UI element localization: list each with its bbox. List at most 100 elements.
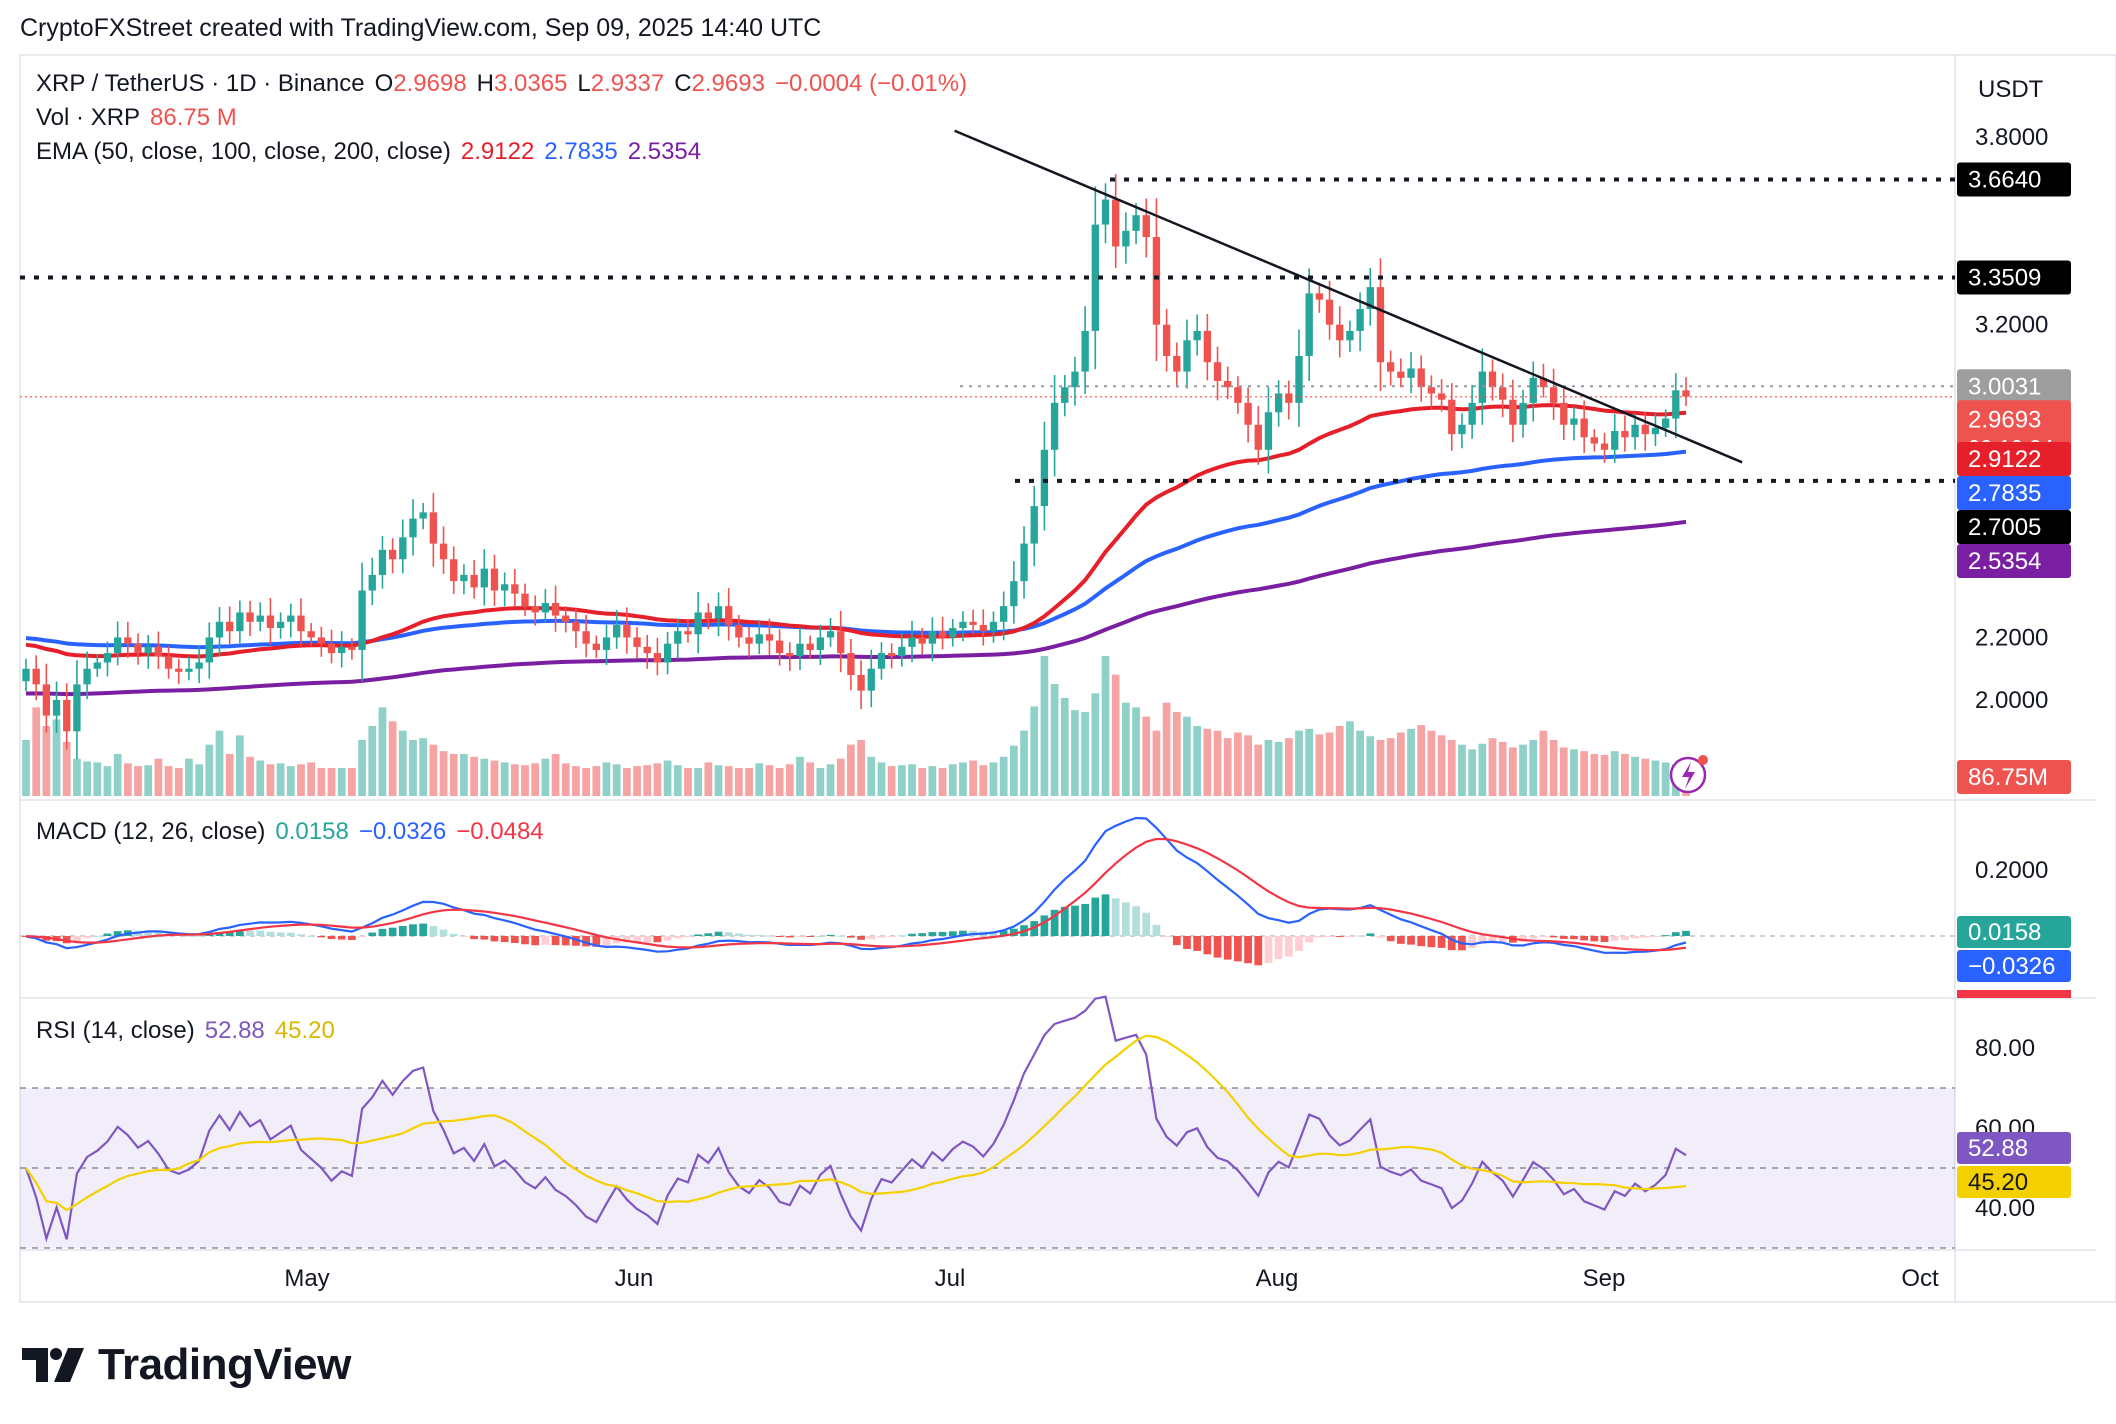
macd-histogram-bar xyxy=(83,936,91,939)
legend-macd-row: MACD (12, 26, close) 0.0158 −0.0326 −0.0484 xyxy=(36,818,554,846)
candle-body xyxy=(755,634,763,644)
candle-body xyxy=(205,637,213,663)
macd-histogram-bar xyxy=(1325,936,1334,937)
macd-histogram-bar xyxy=(948,931,957,936)
macd-histogram-bar xyxy=(908,933,916,936)
ema50-line xyxy=(25,403,1687,659)
candle-body xyxy=(551,603,560,616)
volume-bar xyxy=(470,756,478,796)
candle-body xyxy=(918,637,926,644)
candle-body xyxy=(500,584,509,591)
macd-histogram-bar xyxy=(490,936,499,942)
volume-bar xyxy=(1488,738,1497,796)
volume-bar xyxy=(1539,730,1548,796)
macd-histogram-bar xyxy=(1478,936,1487,945)
macd-histogram-bar xyxy=(836,935,845,937)
time-tick-sep: Sep xyxy=(1583,1265,1626,1292)
candle-body xyxy=(1509,399,1517,425)
volume-bar xyxy=(510,764,519,796)
volume-bar xyxy=(348,768,356,796)
macd-histogram-bar xyxy=(572,936,580,946)
volume-bar xyxy=(327,768,336,796)
legend-macd-label: MACD (12, 26, close) xyxy=(36,818,266,845)
volume-bar xyxy=(490,760,499,796)
candle-body xyxy=(633,637,641,647)
volume-bar xyxy=(1407,728,1415,796)
volume-tag-bg xyxy=(1957,760,2071,794)
candle-body xyxy=(775,640,784,654)
legend-macd-signal: −0.0484 xyxy=(456,818,544,845)
volume-bar xyxy=(93,762,102,796)
macd-histogram-bar xyxy=(1682,930,1690,936)
candle-body xyxy=(796,643,804,657)
candle-body xyxy=(1071,371,1079,388)
macd-histogram-bar xyxy=(1213,936,1222,958)
candle-body xyxy=(592,643,600,650)
volume-bar xyxy=(826,764,835,796)
volume-bar xyxy=(836,758,845,796)
volume-bar xyxy=(1570,749,1578,796)
macd-histogram-bar xyxy=(388,927,397,936)
macd-histogram-bar xyxy=(449,933,458,936)
macd-line-tag: −0.0326 xyxy=(1968,953,2055,980)
volume-bar xyxy=(1081,712,1090,796)
macd-histogram-bar xyxy=(256,930,265,936)
rsi-tick-label: 80.00 xyxy=(1975,1035,2035,1062)
volume-bar xyxy=(317,768,326,796)
macd-histogram-bar xyxy=(185,935,193,937)
legend-symbol[interactable]: XRP / TetherUS · 1D · Binance xyxy=(36,70,365,97)
tradingview-logo[interactable]: TradingView xyxy=(22,1340,351,1390)
price-tick-label: 3.8000 xyxy=(1975,124,2048,151)
volume-bar xyxy=(1346,721,1354,796)
volume-bar xyxy=(215,730,224,796)
volume-bar xyxy=(602,762,611,796)
volume-bar xyxy=(867,756,876,796)
volume-bar xyxy=(174,768,183,796)
macd-histogram-bar xyxy=(1172,936,1181,946)
volume-bar xyxy=(246,756,254,796)
macd-histogram-bar xyxy=(847,936,855,938)
volume-bar xyxy=(551,754,560,796)
candle-body xyxy=(1661,418,1670,428)
volume-bar xyxy=(286,766,295,796)
ema200-line xyxy=(25,519,1687,697)
volume-bar xyxy=(785,764,794,796)
ema200-tag-bg xyxy=(1957,544,2071,578)
candle-body xyxy=(1427,387,1436,394)
rsi-ma-tag-bg xyxy=(1957,1166,2071,1198)
volume-bar xyxy=(154,758,163,796)
macd-histogram-bar xyxy=(745,934,753,936)
macd-hist-tag: 0.0158 xyxy=(1968,919,2041,946)
ema50-tag: 2.9122 xyxy=(1968,446,2041,473)
volume-bar xyxy=(633,766,641,796)
macd-histogram-bar xyxy=(1539,936,1548,938)
candle-body xyxy=(1397,371,1405,378)
candle-body xyxy=(653,653,662,663)
macd-histogram-bar xyxy=(999,930,1008,936)
candle-body xyxy=(959,621,967,629)
macd-histogram-bar xyxy=(1498,936,1507,942)
volume-bar xyxy=(1376,740,1385,796)
macd-histogram-bar xyxy=(470,936,478,940)
time-tick-jun: Jun xyxy=(615,1265,654,1292)
volume-bar xyxy=(1580,751,1589,796)
macd-histogram-bar xyxy=(195,935,203,937)
candle-body xyxy=(185,668,193,672)
time-tick-may: May xyxy=(284,1265,329,1292)
candle-body xyxy=(938,631,947,638)
price-tick-label: 2.2000 xyxy=(1975,624,2048,651)
volume-bar xyxy=(1193,726,1202,796)
macd-histogram-bar xyxy=(510,936,519,943)
volume-bar xyxy=(113,754,122,796)
volume-bar xyxy=(612,764,621,796)
candle-body xyxy=(327,643,336,654)
macd-histogram-bar xyxy=(755,934,764,936)
macd-histogram-bar xyxy=(1081,903,1090,936)
macd-histogram-bar xyxy=(918,933,927,936)
chart-frame xyxy=(19,54,2116,1303)
volume-bar xyxy=(1254,744,1263,796)
rsi-tick-label: 40.00 xyxy=(1975,1195,2035,1222)
volume-bar xyxy=(989,762,998,796)
candle-body xyxy=(674,631,682,644)
